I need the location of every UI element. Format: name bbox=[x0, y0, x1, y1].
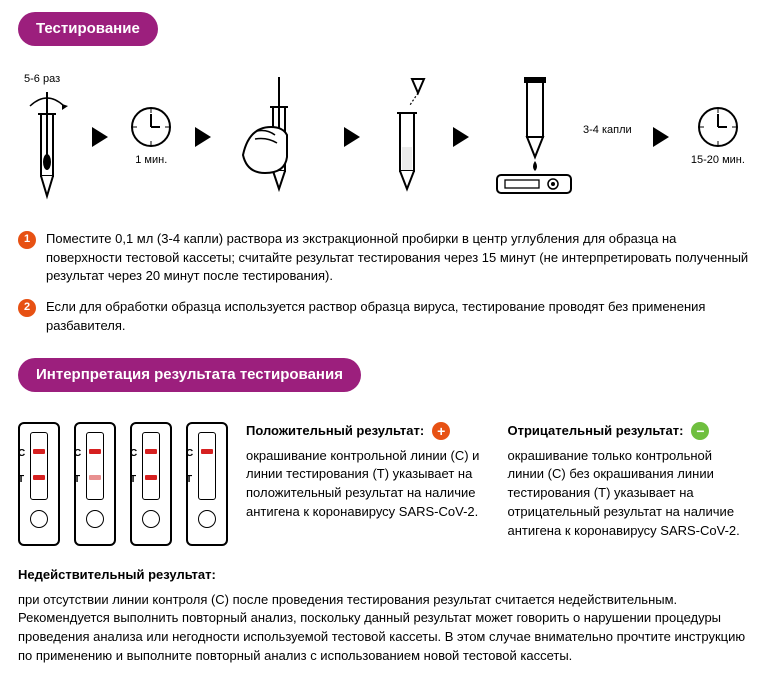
negative-title: Отрицательный результат: bbox=[508, 422, 684, 441]
drops-cassette-icon bbox=[491, 77, 577, 197]
squeeze-swab-icon bbox=[233, 77, 323, 197]
instruction-number: 2 bbox=[18, 299, 36, 317]
section-badge-interpretation: Интерпретация результата тестирования bbox=[18, 358, 361, 392]
arrow-icon bbox=[195, 127, 211, 147]
arrow-icon bbox=[453, 127, 469, 147]
positive-title: Положительный результат: bbox=[246, 422, 424, 441]
invalid-result-block: Недействительный результат: при отсутств… bbox=[18, 566, 751, 666]
wait2-label: 15-20 мин. bbox=[691, 153, 745, 169]
instruction-item-2: 2 Если для обработки образца используетс… bbox=[18, 298, 751, 336]
negative-text: окрашивание только контрольной линии (C)… bbox=[508, 447, 752, 541]
instruction-item-1: 1 Поместите 0,1 мл (3-4 капли) раствора … bbox=[18, 230, 751, 287]
cap-tube-icon bbox=[382, 77, 432, 197]
cassette-group: CTCTCTCT bbox=[18, 422, 228, 546]
positive-result-block: Положительный результат: + окрашивание к… bbox=[246, 422, 490, 522]
swirl-count-label: 5-6 раз bbox=[24, 72, 60, 88]
instruction-text: Если для обработки образца используется … bbox=[46, 298, 751, 336]
positive-text: окрашивание контрольной линии (C) и лини… bbox=[246, 447, 490, 522]
negative-result-block: Отрицательный результат: − окрашивание т… bbox=[508, 422, 752, 541]
invalid-text: при отсутствии линии контроля (C) после … bbox=[18, 591, 751, 666]
results-row: CTCTCTCT Положительный результат: + окра… bbox=[18, 422, 751, 546]
arrow-icon bbox=[344, 127, 360, 147]
instruction-number: 1 bbox=[18, 231, 36, 249]
arrow-icon bbox=[92, 127, 108, 147]
swab-tube-icon bbox=[24, 92, 70, 202]
clock-icon bbox=[696, 105, 740, 149]
clock-icon bbox=[129, 105, 173, 149]
step-wait-1min: 1 мин. bbox=[129, 105, 173, 169]
minus-icon: − bbox=[691, 422, 709, 440]
result-cassette: CT bbox=[186, 422, 228, 546]
step-drops-cassette: 3-4 капли bbox=[491, 77, 632, 197]
result-cassette: CT bbox=[74, 422, 116, 546]
plus-icon: + bbox=[432, 422, 450, 440]
invalid-title: Недействительный результат: bbox=[18, 566, 751, 585]
testing-steps-row: 5-6 раз 1 мин. bbox=[18, 72, 751, 202]
step-cap-tube bbox=[382, 77, 432, 197]
drops-label: 3-4 капли bbox=[583, 123, 632, 139]
step-squeeze-swab bbox=[233, 77, 323, 197]
result-cassette: CT bbox=[18, 422, 60, 546]
section-badge-testing: Тестирование bbox=[18, 12, 158, 46]
instruction-text: Поместите 0,1 мл (3-4 капли) раствора из… bbox=[46, 230, 751, 287]
step-swab-tube: 5-6 раз bbox=[24, 72, 70, 202]
step-wait-final: 15-20 мин. bbox=[691, 105, 745, 169]
arrow-icon bbox=[653, 127, 669, 147]
result-cassette: CT bbox=[130, 422, 172, 546]
wait1-label: 1 мин. bbox=[135, 153, 167, 169]
